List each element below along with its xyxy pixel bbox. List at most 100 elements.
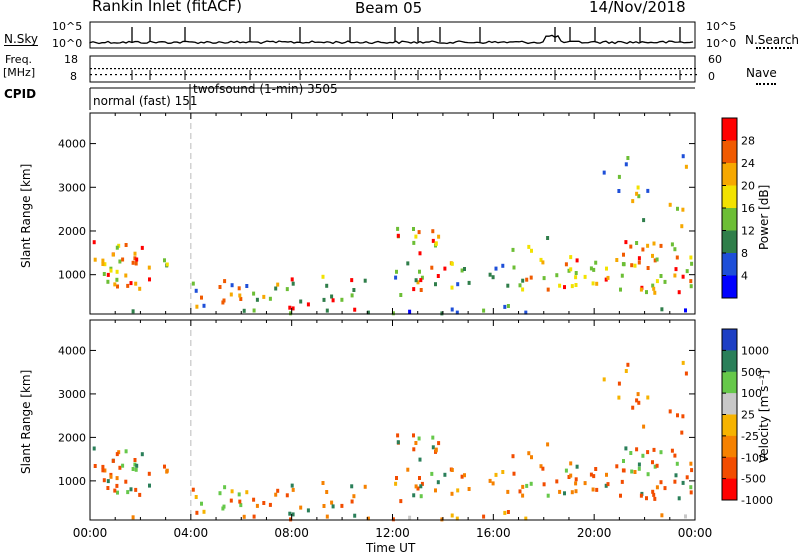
power-cell <box>574 283 578 287</box>
freq-dot <box>482 68 484 70</box>
nave-dot <box>280 74 282 76</box>
freq-dot <box>94 68 96 70</box>
nave-dot <box>660 74 662 76</box>
freq-dot <box>542 68 544 70</box>
power-cell <box>541 260 545 265</box>
velocity-cell <box>291 487 295 492</box>
freq-dot <box>670 68 672 70</box>
freq-dot <box>322 68 324 70</box>
power-cell <box>419 278 423 283</box>
nave-dot <box>640 74 642 76</box>
power-cell <box>353 307 357 312</box>
power-cell <box>488 272 492 277</box>
power-cell <box>366 310 370 315</box>
nave-dot <box>175 74 177 76</box>
freq-dot <box>606 68 608 70</box>
nave-dot <box>385 74 387 76</box>
power-colorbar-swatch <box>722 253 737 276</box>
freq-dot <box>682 68 684 70</box>
freq-dot <box>378 68 380 70</box>
velocity-cell <box>555 479 559 484</box>
freq-dot <box>234 68 236 70</box>
power-cell <box>191 281 195 286</box>
velocity-cell <box>399 499 403 504</box>
nave-dot <box>590 74 592 76</box>
velocity-cell <box>440 517 444 522</box>
nave-dot <box>155 74 157 76</box>
velocity-cell <box>633 470 637 474</box>
power-cell <box>121 257 125 262</box>
freq-dot <box>274 68 276 70</box>
nave-dot <box>650 74 652 76</box>
nsearch-label: N.Search <box>745 33 800 47</box>
velocity-cell <box>412 433 415 438</box>
power-ytick-label: 2000 <box>58 225 86 238</box>
freq-dot <box>262 68 264 70</box>
velocity-cell <box>350 484 354 489</box>
velocity-cell <box>200 501 203 506</box>
velocity-cell <box>660 513 664 518</box>
power-cell <box>521 287 525 292</box>
nave-dot <box>420 74 422 76</box>
nave-dot <box>555 74 557 76</box>
freq-dot <box>522 68 524 70</box>
power-cell <box>352 288 356 292</box>
freq-dot <box>170 68 172 70</box>
nave-dot <box>535 74 537 76</box>
velocity-cell <box>645 496 648 501</box>
freq-dot <box>426 68 428 70</box>
nave-dot <box>475 74 477 76</box>
power-ytick-label: 1000 <box>58 269 86 282</box>
power-cell <box>395 269 398 274</box>
freq-dot <box>106 68 108 70</box>
power-panel: 1000 2000 3000 4000 <box>58 112 696 316</box>
power-colorbar-swatch <box>722 118 737 141</box>
mini-panels <box>89 21 697 110</box>
velocity-colorbar-swatch <box>722 478 737 501</box>
velocity-cell <box>414 484 418 489</box>
freq-dot <box>666 68 668 70</box>
velocity-colorbar-swatch <box>722 350 737 373</box>
power-cell <box>218 285 222 289</box>
velocity-cell <box>430 471 434 476</box>
freq-dot <box>194 68 196 70</box>
nave-dot <box>455 74 457 76</box>
velocity-cell <box>116 490 119 495</box>
power-cell <box>437 234 441 239</box>
velocity-cell <box>668 409 672 414</box>
power-colorbar-tick-label: 16 <box>741 202 755 215</box>
power-cell <box>606 275 610 280</box>
velocity-cell <box>595 487 599 492</box>
power-cell <box>655 279 659 284</box>
power-cell <box>624 240 628 245</box>
velocity-cell <box>109 474 113 479</box>
nsearch-line-sample <box>756 47 792 49</box>
freq-dot <box>102 68 104 70</box>
power-cell <box>690 261 694 266</box>
power-cell <box>274 286 278 291</box>
power-cell <box>503 304 507 309</box>
freq-dot <box>518 68 520 70</box>
power-cell <box>680 224 684 229</box>
nave-label: Nave <box>746 66 777 80</box>
freq-dot <box>554 68 556 70</box>
power-cell <box>653 290 657 295</box>
freq-dot <box>242 68 244 70</box>
velocity-cell <box>276 488 280 493</box>
freq-dot <box>474 68 476 70</box>
freq-dot <box>138 68 140 70</box>
velocity-cell <box>574 489 578 494</box>
velocity-cell <box>482 514 486 519</box>
power-cell <box>109 268 113 273</box>
nave-dot <box>500 74 502 76</box>
nave-dot <box>245 74 247 76</box>
power-cell <box>299 299 303 304</box>
velocity-cell <box>113 488 117 493</box>
velocity-cell <box>501 470 505 474</box>
velocity-colorbar-tick-label: 500 <box>741 366 762 379</box>
velocity-cell <box>255 503 259 508</box>
velocity-cell <box>299 505 303 510</box>
power-cell <box>443 266 447 271</box>
velocity-cell <box>417 436 421 441</box>
freq-dot <box>442 68 444 70</box>
